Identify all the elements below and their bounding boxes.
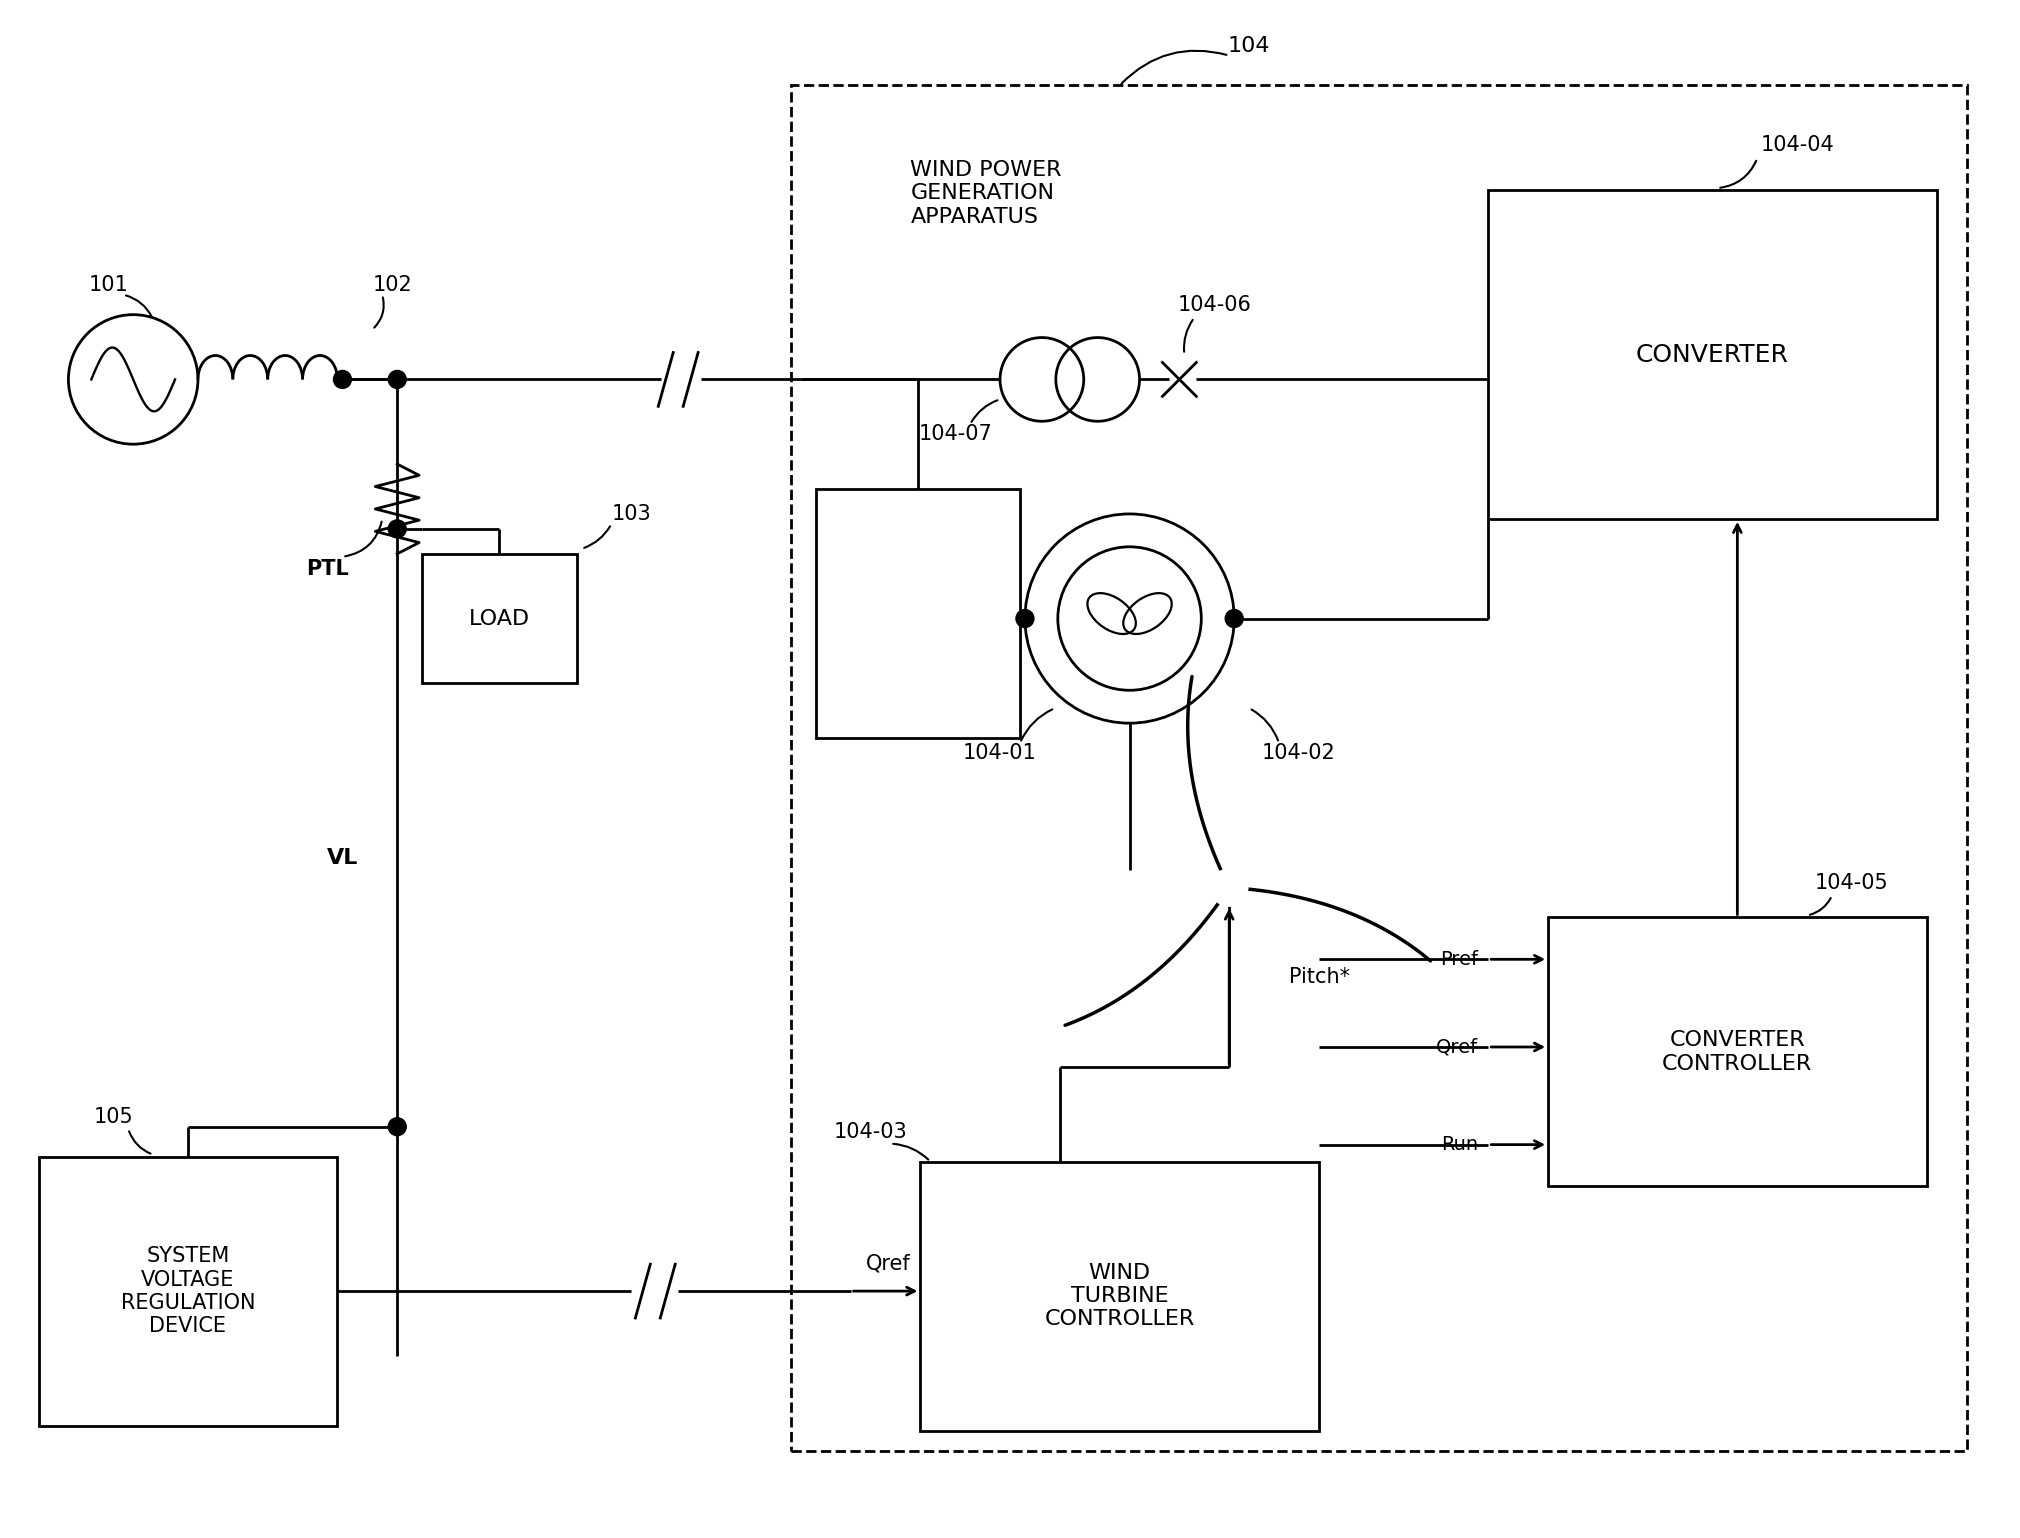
Bar <box>1489 191 1937 518</box>
Bar <box>422 554 576 683</box>
Text: Pref: Pref <box>1440 950 1479 969</box>
Circle shape <box>333 371 351 389</box>
Bar <box>790 86 1967 1450</box>
Text: 104-02: 104-02 <box>1262 743 1335 763</box>
Text: LOAD: LOAD <box>469 609 529 629</box>
Text: 103: 103 <box>612 504 650 524</box>
Text: 104-05: 104-05 <box>1816 872 1889 892</box>
Text: VL: VL <box>327 847 358 867</box>
Circle shape <box>388 520 406 538</box>
Text: WIND
TURBINE
CONTROLLER: WIND TURBINE CONTROLLER <box>1044 1263 1194 1329</box>
Text: Qref: Qref <box>865 1253 911 1273</box>
Text: 104-06: 104-06 <box>1178 295 1250 315</box>
Bar <box>38 1157 337 1426</box>
Text: 102: 102 <box>372 275 412 295</box>
Text: SYSTEM
VOLTAGE
REGULATION
DEVICE: SYSTEM VOLTAGE REGULATION DEVICE <box>121 1246 255 1337</box>
Text: CONVERTER
CONTROLLER: CONVERTER CONTROLLER <box>1662 1030 1812 1074</box>
Text: 104: 104 <box>1228 35 1271 55</box>
Text: Pitch*: Pitch* <box>1289 967 1349 987</box>
Bar <box>816 489 1020 738</box>
Text: 104-03: 104-03 <box>834 1121 907 1141</box>
Text: WIND POWER
GENERATION
APPARATUS: WIND POWER GENERATION APPARATUS <box>911 160 1063 226</box>
Text: 105: 105 <box>93 1107 133 1127</box>
Circle shape <box>388 1118 406 1135</box>
Text: 101: 101 <box>89 275 127 295</box>
Circle shape <box>388 371 406 389</box>
Bar <box>1547 918 1927 1186</box>
Text: CONVERTER: CONVERTER <box>1636 343 1790 366</box>
Text: 104-01: 104-01 <box>964 743 1036 763</box>
Text: Run: Run <box>1440 1135 1479 1154</box>
Text: 104-04: 104-04 <box>1759 135 1834 155</box>
Text: Qref: Qref <box>1436 1038 1479 1057</box>
Circle shape <box>1016 609 1034 628</box>
Bar <box>921 1161 1319 1430</box>
Circle shape <box>1226 609 1242 628</box>
Text: 104-07: 104-07 <box>919 424 992 444</box>
Text: PTL: PTL <box>307 558 349 578</box>
Circle shape <box>1212 869 1246 906</box>
